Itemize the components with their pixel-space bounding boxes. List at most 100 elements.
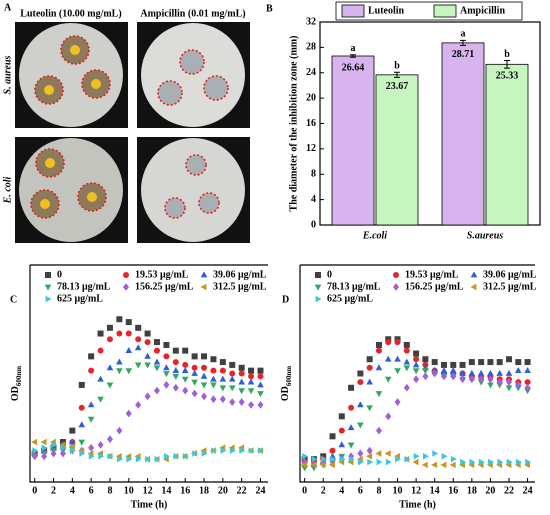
point [201, 392, 208, 401]
point [192, 450, 199, 457]
point [478, 458, 485, 466]
point [210, 356, 217, 363]
point [107, 453, 114, 460]
point [40, 438, 47, 446]
point [412, 458, 419, 466]
point [125, 330, 132, 337]
point [191, 369, 198, 376]
point [385, 412, 392, 421]
point [210, 395, 217, 404]
point [88, 367, 95, 374]
point [395, 455, 402, 463]
y-axis-label: OD600nm [10, 366, 22, 401]
legend-marker [200, 271, 208, 278]
x-tick-label: 4 [70, 485, 75, 496]
point [31, 452, 38, 461]
point [135, 336, 142, 343]
point [220, 447, 227, 454]
point [97, 440, 104, 449]
legend-marker [315, 295, 322, 303]
point [219, 375, 227, 382]
point [357, 379, 364, 386]
y-tick-label: 20 [306, 92, 316, 103]
point [125, 368, 133, 375]
point [116, 455, 123, 463]
point [403, 347, 410, 354]
error-bar [504, 60, 510, 69]
x-tick-label: 14 [161, 485, 171, 496]
legend-label: 19.53 μg/mL [405, 269, 459, 280]
point [182, 361, 189, 368]
point [496, 378, 503, 386]
disks [40, 45, 101, 209]
point [153, 358, 161, 365]
point [144, 352, 151, 359]
x-tick-label: E.coli [362, 230, 387, 241]
point [69, 447, 76, 454]
point [384, 376, 392, 383]
point [412, 368, 420, 375]
y-tick-label: 16 [306, 118, 316, 129]
point [506, 458, 513, 466]
point [191, 379, 198, 386]
legend-label: 625 μg/mL [327, 293, 373, 304]
point [239, 447, 246, 454]
point [403, 383, 410, 392]
legend-label: 78.13 μg/mL [57, 281, 111, 292]
point [59, 449, 66, 458]
point [135, 401, 142, 409]
point [210, 375, 217, 382]
legend-label: 312.5 μg/mL [213, 281, 267, 292]
point [320, 455, 327, 463]
legend-marker [470, 283, 477, 291]
point [440, 367, 448, 374]
point [106, 364, 114, 371]
point [229, 447, 236, 454]
point [357, 449, 364, 458]
point [219, 385, 227, 392]
point [210, 367, 217, 374]
point [134, 344, 142, 351]
point [219, 359, 226, 366]
point [172, 359, 179, 366]
point [248, 373, 255, 380]
point [385, 458, 392, 466]
x-tick-label: 20 [218, 485, 228, 496]
point [163, 353, 170, 360]
photo-title: Luteolin (10.00 mg/mL) [20, 8, 121, 19]
point [524, 359, 531, 366]
point [348, 455, 355, 463]
point [191, 353, 198, 360]
point [97, 330, 104, 337]
point [319, 461, 326, 469]
point [125, 347, 133, 354]
point [106, 324, 113, 331]
point [366, 378, 373, 385]
y-axis-label-main: OD [10, 386, 21, 401]
value-label: 28.71 [452, 49, 475, 60]
x-tick-label: 6 [89, 485, 94, 496]
point [394, 398, 401, 406]
point [257, 373, 264, 380]
point [487, 375, 494, 384]
point [449, 461, 456, 469]
point [348, 384, 355, 391]
point [125, 409, 132, 418]
legend-label: 19.53 μg/mL [135, 269, 189, 280]
point [87, 416, 95, 423]
point [440, 361, 447, 368]
panel-label: C [10, 294, 17, 305]
point [403, 358, 411, 365]
y-tick-label: 24 [306, 67, 316, 78]
x-tick-label: 14 [430, 485, 440, 496]
x-tick-label: 16 [180, 485, 190, 496]
legend-marker [393, 272, 399, 278]
point [367, 458, 374, 466]
row-label: E. coli [2, 176, 13, 204]
axes [299, 264, 535, 483]
y-tick-label: 0 [311, 219, 316, 230]
point [125, 319, 132, 326]
x-tick-label: 22 [504, 485, 514, 496]
point [229, 361, 236, 368]
